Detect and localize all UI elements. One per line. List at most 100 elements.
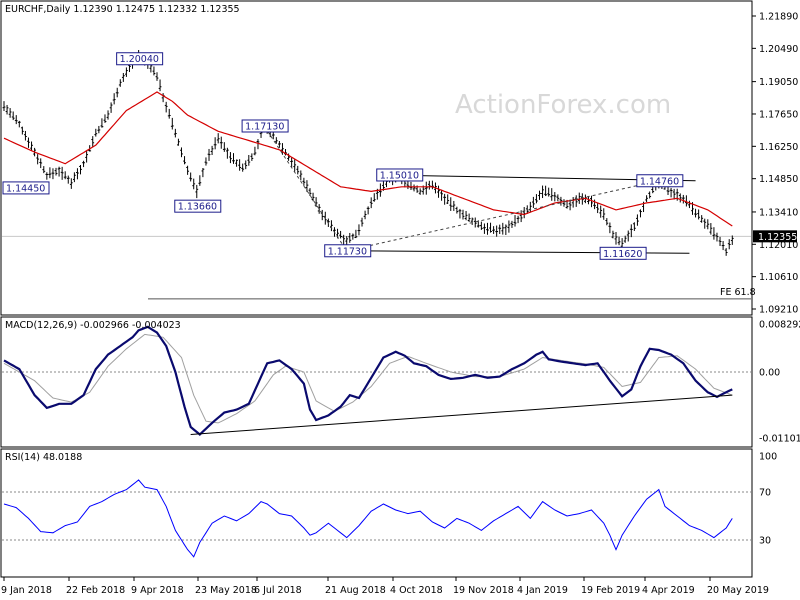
ohlc-bar <box>437 185 440 198</box>
ohlc-bar <box>427 180 431 190</box>
macd-tick-label: -0.011015 <box>759 434 800 445</box>
ohlc-bar <box>189 172 193 182</box>
ohlc-bar <box>354 229 358 239</box>
ohlc-bar <box>455 206 459 214</box>
price-tick-label: 1.09210 <box>759 305 798 316</box>
ohlc-bar <box>623 235 627 243</box>
rsi-tick-label: 30 <box>759 536 771 547</box>
price-tick-label: 1.19050 <box>759 77 798 88</box>
ohlc-bar <box>94 128 98 137</box>
ohlc-bar <box>180 147 183 158</box>
ohlc-bar <box>372 193 376 202</box>
ohlc-bar <box>39 158 43 169</box>
ohlc-bar <box>605 218 609 226</box>
price-annotation: 1.17130 <box>241 119 289 133</box>
annotation-label: 1.13660 <box>178 202 217 213</box>
price-tick-label: 1.14850 <box>759 174 798 185</box>
ohlc-bar <box>424 181 428 195</box>
ohlc-bar <box>69 178 73 189</box>
ohlc-bar <box>535 194 538 204</box>
ohlc-bar <box>669 187 673 198</box>
ohlc-bar <box>504 224 508 235</box>
ohlc-bar <box>501 222 505 235</box>
price-annotation: 1.14450 <box>2 181 50 195</box>
ohlc-bar <box>544 185 548 197</box>
ohlc-bar <box>470 217 474 225</box>
ohlc-bar <box>547 187 551 197</box>
annotation-label: 1.15010 <box>380 170 419 181</box>
ohlc-bar <box>464 210 468 221</box>
ohlc-bar <box>617 236 621 246</box>
ohlc-bar <box>54 167 58 176</box>
ohlc-bar <box>201 168 205 178</box>
ohlc-bar <box>636 214 639 226</box>
fe-label: FE 61.8 <box>720 287 756 298</box>
ohlc-bar <box>112 93 116 105</box>
rsi-tick-label: 0 <box>759 566 765 577</box>
ohlc-bar <box>210 145 214 155</box>
ohlc-bar <box>596 202 600 214</box>
x-tick-label: 20 May 2019 <box>707 585 769 596</box>
ohlc-bar <box>700 215 704 223</box>
ohlc-bar <box>36 154 40 165</box>
ohlc-bar <box>357 224 361 236</box>
price-annotation: 1.13660 <box>174 199 222 213</box>
macd-tick-label: 0.00 <box>759 368 780 379</box>
ohlc-bar <box>360 217 364 227</box>
ohlc-bar <box>72 172 76 183</box>
ohlc-bar <box>198 175 202 186</box>
ohlc-bar <box>27 137 30 148</box>
ohlc-bar <box>20 126 24 135</box>
ohlc-bar <box>507 220 511 233</box>
ohlc-bar <box>525 205 529 214</box>
ohlc-bar <box>125 67 128 77</box>
x-tick-label: 4 Apr 2019 <box>642 585 695 596</box>
annotation-label: 1.14450 <box>6 183 45 194</box>
ohlc-bar <box>418 188 422 195</box>
ohlc-bar <box>351 233 355 240</box>
ohlc-bar <box>183 156 186 165</box>
ohlc-bar <box>495 225 499 237</box>
ohlc-bar <box>473 217 477 228</box>
rsi-tick-label: 70 <box>759 488 771 499</box>
ohlc-bar <box>256 139 260 150</box>
macd-panel <box>0 316 753 448</box>
ohlc-bar <box>106 110 110 120</box>
ohlc-bar <box>461 209 465 220</box>
ohlc-bar <box>678 193 682 203</box>
x-tick-label: 6 Jul 2018 <box>254 585 302 596</box>
price-annotation: 1.20040 <box>116 52 164 65</box>
ohlc-bar <box>681 194 685 204</box>
ohlc-bar <box>608 222 612 234</box>
ohlc-bar <box>299 170 303 181</box>
ohlc-bar <box>694 208 697 218</box>
macd-line <box>3 325 733 436</box>
ohlc-bar <box>369 197 373 209</box>
ohlc-bar <box>684 195 688 207</box>
ohlc-bar <box>11 111 15 121</box>
annotation-box <box>599 246 647 260</box>
ohlc-bar <box>412 184 416 192</box>
annotation-box <box>376 168 424 182</box>
ohlc-bar <box>118 79 122 87</box>
ohlc-bar <box>60 166 64 180</box>
x-tick-label: 9 Jan 2018 <box>1 585 52 596</box>
ohlc-bar <box>562 199 566 207</box>
ohlc-bar <box>489 222 492 233</box>
ohlc-bar <box>541 185 544 199</box>
ohlc-bar <box>85 150 89 163</box>
ohlc-bar <box>235 159 238 167</box>
trendline <box>346 180 659 252</box>
price-panel <box>0 0 753 316</box>
ohlc-bar <box>317 204 321 214</box>
ohlc-bar <box>590 195 593 208</box>
ohlc-bar <box>715 232 719 242</box>
ohlc-bar <box>244 160 248 170</box>
ohlc-bar <box>629 224 633 238</box>
ohlc-bar <box>648 191 652 199</box>
ohlc-bar <box>486 222 489 235</box>
current-price-tag <box>753 230 797 243</box>
ohlc-bar <box>308 188 312 197</box>
ohlc-bar <box>103 114 107 123</box>
ohlc-bar <box>100 118 104 128</box>
